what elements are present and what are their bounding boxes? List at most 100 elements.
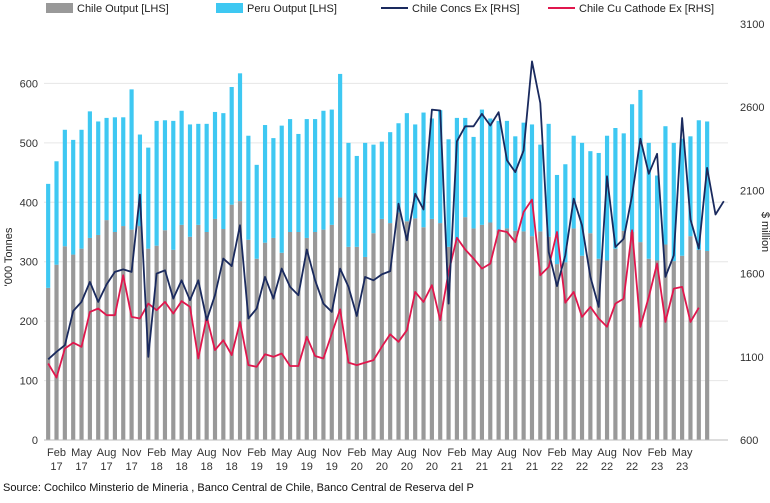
x-tick-year: 20 bbox=[426, 461, 438, 473]
bar-chile-output bbox=[354, 246, 359, 440]
bar-peru-output bbox=[496, 120, 501, 231]
y-right-tick-label: 2100 bbox=[740, 185, 764, 197]
x-tick-year: 21 bbox=[501, 461, 513, 473]
line-series bbox=[47, 60, 725, 379]
bar-chile-output bbox=[229, 204, 234, 440]
bar-peru-output bbox=[287, 119, 293, 232]
bar-chile-output bbox=[655, 260, 660, 440]
legend-label: Chile Concs Ex [RHS] bbox=[412, 3, 520, 15]
bar-peru-output bbox=[596, 152, 601, 259]
right-axis-title: $ million bbox=[759, 212, 770, 252]
bar-chile-output bbox=[121, 226, 126, 440]
x-tick-year: 19 bbox=[301, 461, 313, 473]
legend-label: Chile Cu Cathode Ex [RHS] bbox=[579, 3, 714, 15]
bar-peru-output bbox=[304, 119, 309, 238]
bar-chile-output bbox=[71, 254, 76, 440]
x-tick-month: Aug bbox=[297, 447, 317, 459]
bar-peru-output bbox=[154, 120, 159, 246]
x-tick-month: Aug bbox=[97, 447, 117, 459]
bar-chile-output bbox=[479, 224, 485, 440]
bar-chile-output bbox=[429, 218, 434, 440]
bar-chile-output bbox=[621, 230, 626, 440]
bar-peru-output bbox=[705, 121, 710, 252]
x-tick-month: Feb bbox=[147, 447, 166, 459]
bar-peru-output bbox=[121, 117, 126, 227]
bar-peru-output bbox=[254, 164, 259, 259]
y-left-tick-label: 200 bbox=[20, 316, 38, 328]
bar-peru-output bbox=[529, 124, 535, 237]
bar-chile-output bbox=[646, 258, 651, 440]
x-tick-month: Nov bbox=[422, 447, 442, 459]
y-left-tick-label: 400 bbox=[20, 197, 38, 209]
bar-chile-output bbox=[513, 230, 518, 440]
line-chile-concs-exports bbox=[47, 60, 725, 360]
bar-peru-output bbox=[688, 136, 693, 237]
bar-peru-output bbox=[363, 142, 368, 257]
bar-chile-output bbox=[454, 241, 459, 440]
x-tick-year: 19 bbox=[276, 461, 288, 473]
bar-peru-output bbox=[396, 123, 401, 213]
bar-chile-output bbox=[363, 256, 368, 440]
bar-peru-output bbox=[179, 110, 184, 225]
bar-chile-output bbox=[271, 237, 276, 440]
x-tick-month: Nov bbox=[322, 447, 342, 459]
x-tick-month: Aug bbox=[597, 447, 617, 459]
bar-peru-output bbox=[137, 134, 143, 227]
bar-chile-output bbox=[413, 218, 418, 440]
bar-peru-output bbox=[638, 89, 643, 243]
y-right-tick-label: 1600 bbox=[740, 269, 764, 281]
bar-chile-output bbox=[262, 242, 268, 440]
y-left-tick-label: 300 bbox=[20, 257, 38, 269]
bar-chile-output bbox=[338, 197, 343, 440]
x-tick-year: 18 bbox=[201, 461, 213, 473]
bar-peru-output bbox=[237, 73, 243, 202]
bar-peru-output bbox=[563, 164, 568, 263]
bar-chile-output bbox=[421, 227, 426, 440]
x-tick-year: 18 bbox=[150, 461, 162, 473]
bar-peru-output bbox=[680, 138, 685, 256]
bar-chile-output bbox=[221, 229, 226, 440]
bar-peru-output bbox=[696, 120, 701, 250]
bar-chile-output bbox=[604, 260, 610, 440]
bar-chile-output bbox=[321, 229, 326, 440]
bar-peru-output bbox=[279, 125, 284, 253]
bar-chile-output bbox=[287, 232, 293, 440]
bar-chile-output bbox=[521, 231, 526, 440]
bar-peru-output bbox=[187, 124, 193, 237]
bar-peru-output bbox=[421, 112, 426, 228]
bar-chile-output bbox=[96, 234, 101, 440]
x-tick-month: Nov bbox=[222, 447, 242, 459]
bar-peru-output bbox=[346, 142, 351, 247]
x-tick-month: Nov bbox=[522, 447, 542, 459]
x-tick-year: 20 bbox=[401, 461, 413, 473]
x-tick-year: 19 bbox=[251, 461, 263, 473]
x-tick-month: May bbox=[271, 447, 292, 459]
bar-peru-output bbox=[513, 136, 518, 231]
bar-chile-output bbox=[154, 245, 159, 440]
bar-chile-output bbox=[579, 255, 585, 440]
bar-chile-output bbox=[371, 233, 376, 440]
x-tick-month: Aug bbox=[497, 447, 517, 459]
x-tick-month: May bbox=[371, 447, 392, 459]
x-tick-year: 23 bbox=[676, 461, 688, 473]
left-axis-title: '000 Tonnes bbox=[3, 227, 15, 286]
line-chile-cathode-exports bbox=[47, 198, 700, 379]
y-left-tick-label: 0 bbox=[32, 435, 38, 447]
bar-peru-output bbox=[262, 125, 268, 243]
bar-peru-output bbox=[338, 73, 343, 198]
bar-peru-output bbox=[571, 135, 576, 229]
bar-chile-output bbox=[705, 251, 710, 440]
bar-chile-output bbox=[496, 230, 501, 440]
x-tick-month: Aug bbox=[197, 447, 217, 459]
bar-peru-output bbox=[621, 133, 626, 231]
bar-chile-output bbox=[396, 212, 401, 440]
bar-chile-output bbox=[629, 232, 635, 440]
bar-chile-output bbox=[388, 223, 393, 440]
bar-peru-output bbox=[196, 123, 201, 225]
bar-peru-output bbox=[546, 123, 551, 237]
bar-peru-output bbox=[521, 122, 526, 232]
bar-peru-output bbox=[221, 113, 226, 230]
bar-chile-output bbox=[346, 246, 351, 440]
bar-peru-output bbox=[54, 161, 59, 265]
bar-peru-output bbox=[471, 136, 476, 229]
